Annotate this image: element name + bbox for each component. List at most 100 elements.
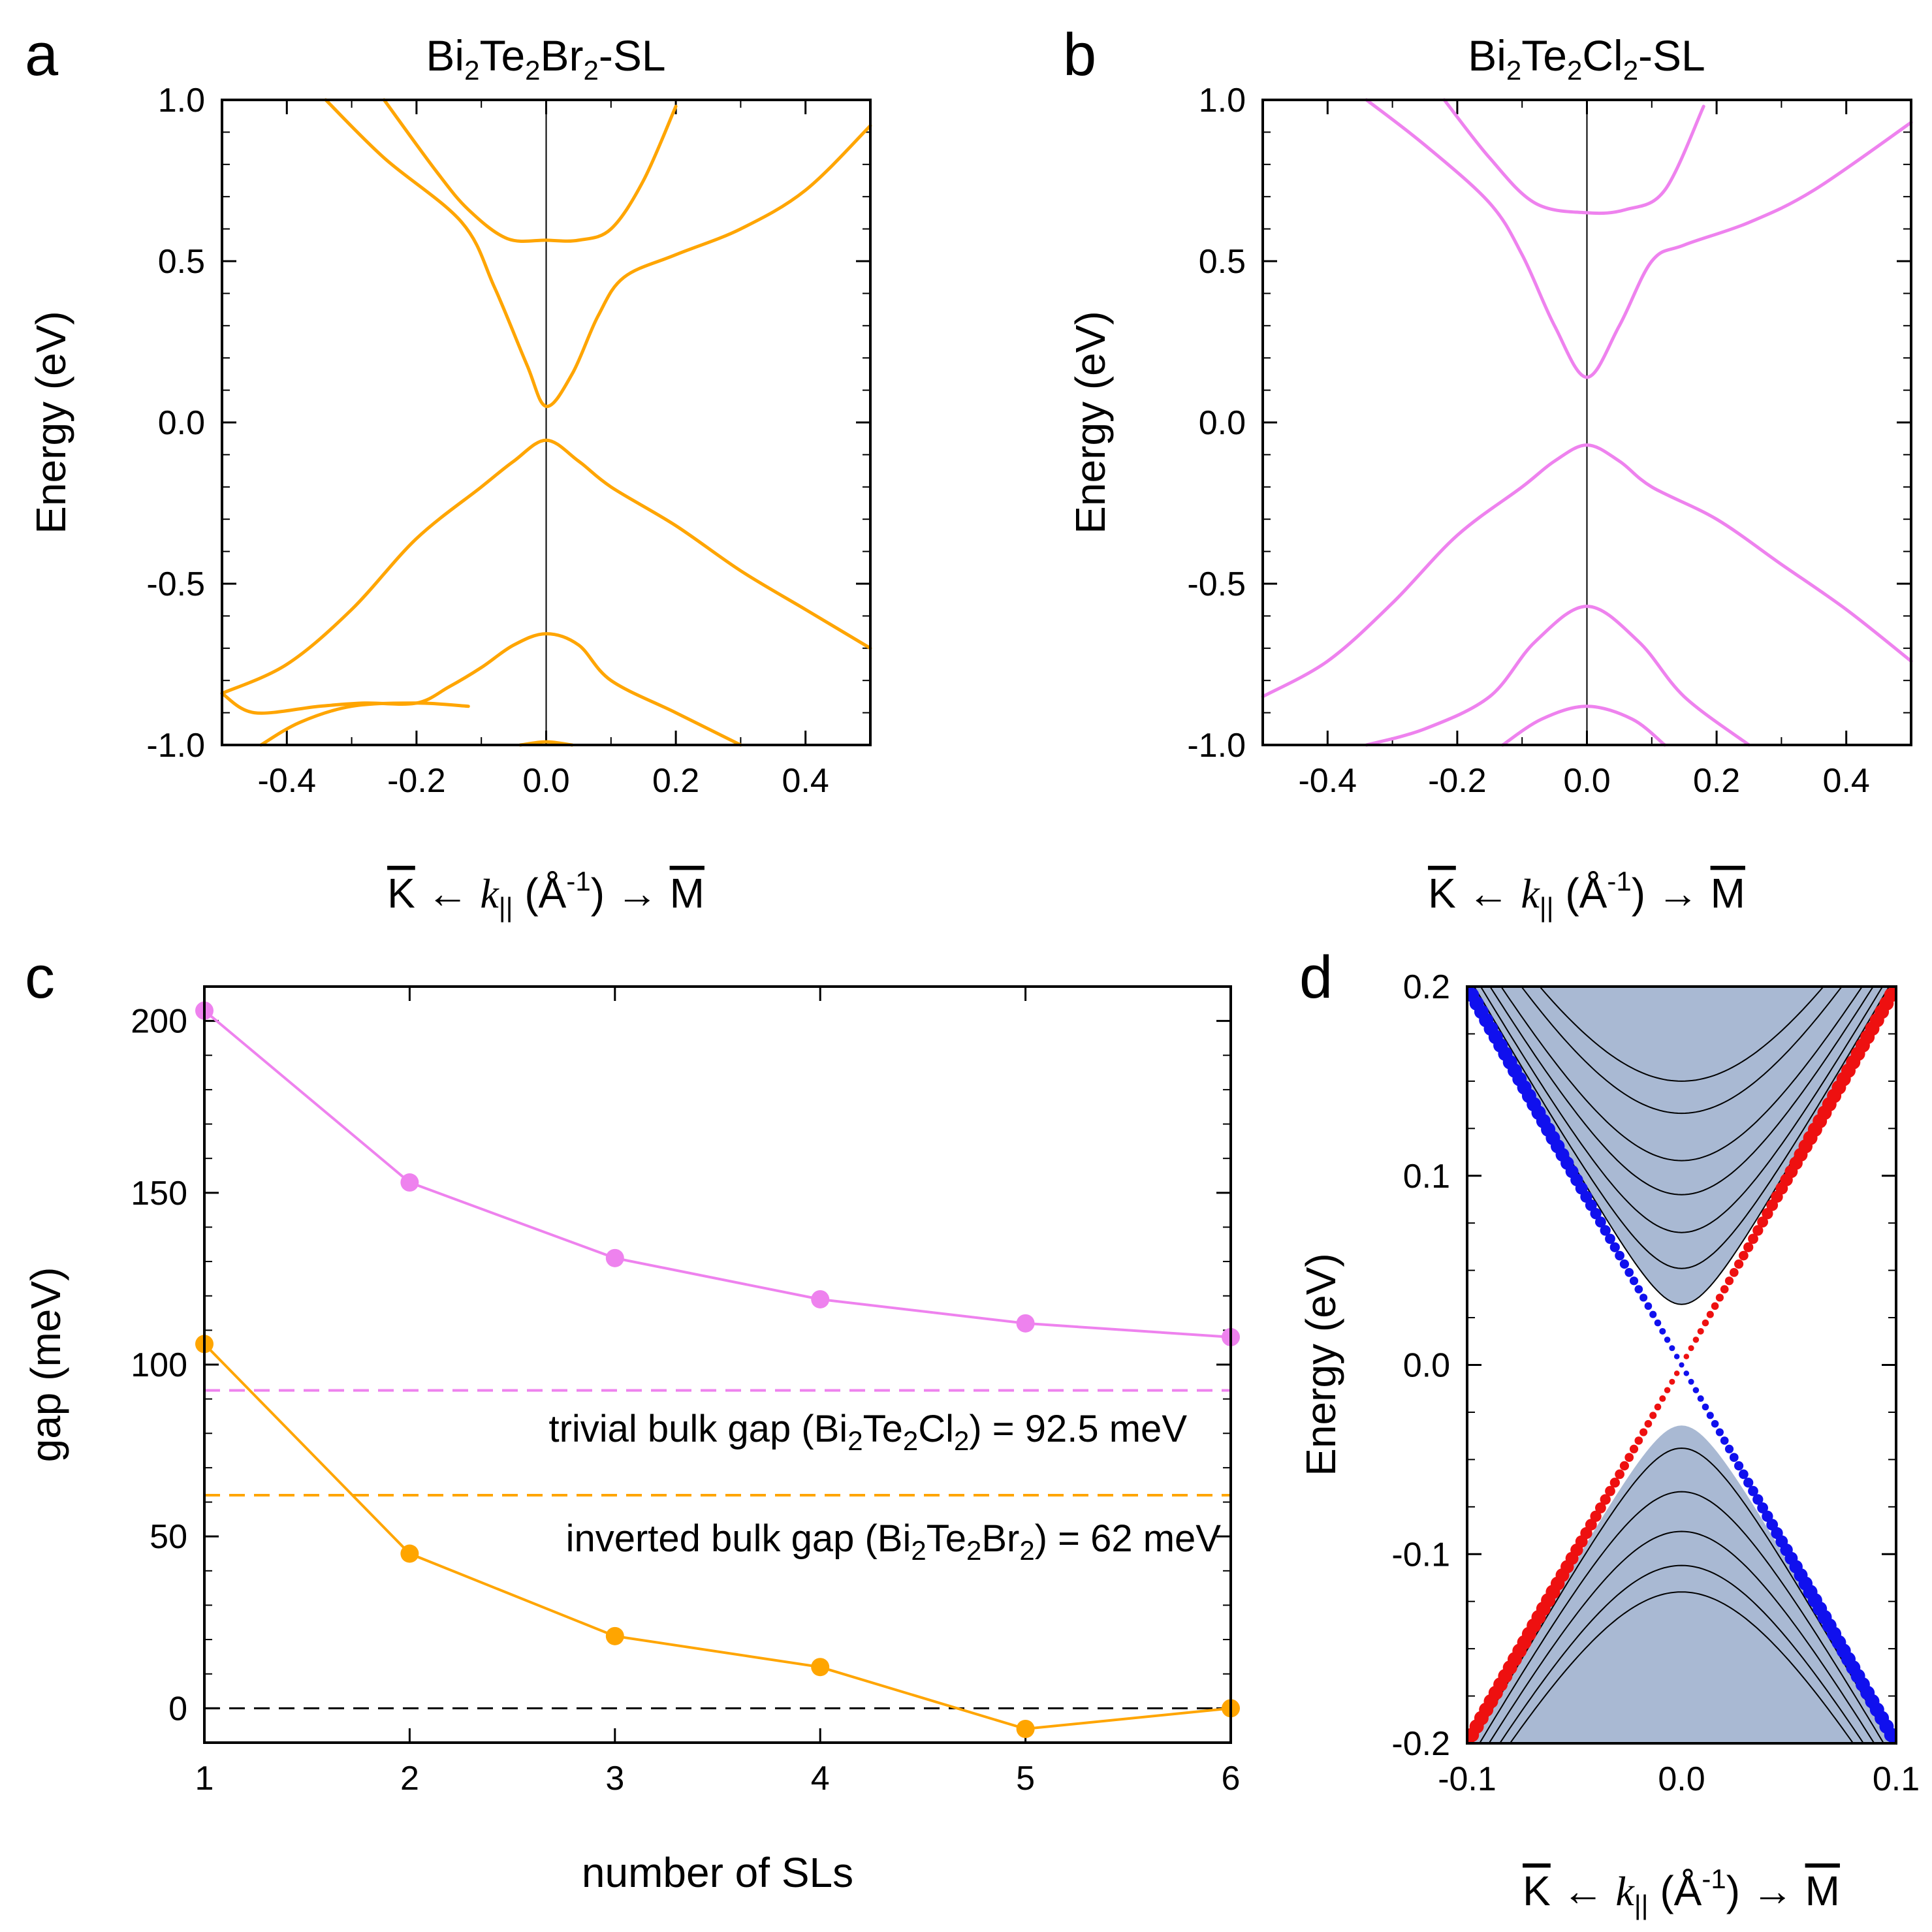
point-Bi2Te2Br2 bbox=[1016, 1719, 1035, 1738]
panel-c-xlabel: number of SLs bbox=[582, 1849, 853, 1896]
surface-state-red bbox=[1692, 1337, 1700, 1343]
surface-state-red bbox=[1585, 1519, 1597, 1531]
surface-state-red bbox=[1715, 1293, 1724, 1302]
surface-state-blue bbox=[1692, 1387, 1700, 1393]
panel-d-plot-area bbox=[1467, 987, 1896, 1743]
surface-state-red bbox=[1659, 1395, 1666, 1402]
surface-state-red bbox=[1739, 1250, 1749, 1261]
surface-state-blue bbox=[1688, 1378, 1694, 1385]
surface-state-blue bbox=[1679, 1362, 1685, 1368]
panel-d-xtick-label: -0.1 bbox=[1438, 1760, 1497, 1798]
panel-c-ytick-label: 150 bbox=[131, 1175, 187, 1212]
panel-a-title: Bi2Te2Br2-SL bbox=[426, 31, 665, 86]
surface-state-blue bbox=[1629, 1276, 1639, 1286]
panel-a-band-v2 bbox=[220, 632, 742, 747]
panel-b-band-v2 bbox=[1365, 605, 1751, 747]
panel-c-ytick-label: 0 bbox=[168, 1690, 187, 1728]
surface-state-red bbox=[1644, 1419, 1653, 1428]
panel-c-ticks: 1 2 3 4 5 6 0 50 100 150 200 bbox=[131, 986, 1240, 1797]
surface-state-blue bbox=[1649, 1310, 1657, 1318]
surface-state-red bbox=[1757, 1216, 1769, 1227]
panel-letter-a: a bbox=[25, 22, 59, 88]
surface-state-blue bbox=[1673, 1354, 1680, 1359]
surface-state-red bbox=[1609, 1478, 1620, 1488]
panel-b-band-v1 bbox=[1261, 443, 1913, 699]
surface-state-red bbox=[1734, 1259, 1744, 1269]
panel-b-xtick-label: -0.4 bbox=[1298, 762, 1357, 800]
surface-state-blue bbox=[1590, 1208, 1602, 1220]
surface-state-red bbox=[1720, 1285, 1729, 1293]
panel-b-chart: Bi2Te2Cl2-SL -0.4 -0.2 0.0 0.2 0.4 -1.0 -0.5 0.… bbox=[1067, 31, 1913, 923]
surface-state-red bbox=[1594, 1502, 1606, 1513]
surface-state-red bbox=[1706, 1310, 1714, 1318]
panel-a-band-c1 bbox=[324, 98, 872, 408]
panel-letter-c: c bbox=[25, 944, 55, 1011]
point-Bi2Te2Cl2 bbox=[605, 1248, 624, 1267]
panel-b-xtick-label: -0.2 bbox=[1428, 762, 1487, 800]
panel-c-ytick-label: 50 bbox=[150, 1518, 187, 1556]
surface-state-red bbox=[1702, 1319, 1709, 1327]
surface-state-blue bbox=[1715, 1428, 1724, 1436]
panel-d-ticks: -0.1 0.0 0.1-0.2-0.10.00.10.2 bbox=[1391, 968, 1920, 1798]
surface-state-red bbox=[1673, 1370, 1680, 1376]
conduction-subband bbox=[1473, 987, 1890, 1269]
surface-state-red bbox=[1629, 1444, 1639, 1453]
panel-a-ytick-label: -0.5 bbox=[146, 565, 205, 603]
surface-state-blue bbox=[1644, 1302, 1653, 1310]
surface-state-blue bbox=[1711, 1419, 1719, 1428]
panel-d-ytick-label: -0.1 bbox=[1391, 1536, 1450, 1574]
surface-state-red bbox=[1724, 1276, 1734, 1286]
surface-state-red bbox=[1889, 987, 1896, 994]
panel-c-frame bbox=[203, 985, 1232, 1744]
conduction-continuum bbox=[1470, 987, 1893, 1305]
panel-b-ytick-label: -1.0 bbox=[1187, 727, 1246, 765]
panel-b-xlabel: K ← k|| (Å-1) → M bbox=[1428, 866, 1745, 923]
panel-a-xtick-label: 0.0 bbox=[522, 762, 569, 800]
surface-state-red bbox=[1664, 1387, 1671, 1393]
surface-state-red bbox=[1590, 1510, 1602, 1522]
surface-state-blue bbox=[1748, 1485, 1758, 1497]
surface-state-blue bbox=[1594, 1216, 1606, 1227]
surface-state-blue bbox=[1720, 1436, 1729, 1445]
surface-state-blue bbox=[1743, 1478, 1754, 1488]
panel-b-curves bbox=[1261, 98, 1913, 747]
surface-state-red bbox=[1605, 1485, 1615, 1497]
point-Bi2Te2Cl2 bbox=[1016, 1314, 1035, 1333]
panel-a-ytick-label: 1.0 bbox=[158, 82, 205, 119]
surface-state-blue bbox=[1702, 1403, 1709, 1411]
surface-state-blue bbox=[1659, 1327, 1666, 1335]
surface-state-red bbox=[1711, 1302, 1719, 1310]
panel-b-xtick-label: 0.2 bbox=[1693, 762, 1740, 800]
panel-c-xtick-label: 1 bbox=[195, 1760, 214, 1797]
panel-b-ytick-label: 0.0 bbox=[1199, 404, 1246, 442]
panel-a-xtick-label: -0.2 bbox=[387, 762, 446, 800]
panel-d-ytick-label: 0.2 bbox=[1403, 968, 1450, 1006]
conduction-subband bbox=[1538, 987, 1825, 1082]
panel-d-xtick-label: 0.0 bbox=[1658, 1760, 1705, 1798]
panel-c-ylabel: gap (meV) bbox=[22, 1267, 69, 1463]
conduction-subband bbox=[1480, 987, 1884, 1233]
surface-state-blue bbox=[1605, 1233, 1615, 1244]
surface-state-red bbox=[1615, 1469, 1624, 1480]
surface-state-blue bbox=[1889, 1736, 1896, 1743]
panel-letter-b: b bbox=[1063, 22, 1096, 88]
surface-state-blue bbox=[1619, 1259, 1630, 1269]
panel-a-ytick-label: -1.0 bbox=[146, 727, 205, 765]
surface-state-red bbox=[1762, 1208, 1773, 1220]
surface-state-blue bbox=[1664, 1337, 1671, 1343]
panel-a-xlabel: K ← k|| (Å-1) → M bbox=[387, 866, 705, 923]
surface-state-blue bbox=[1724, 1444, 1734, 1453]
surface-state-red bbox=[1639, 1428, 1648, 1436]
panel-b-xtick-label: 0.4 bbox=[1823, 762, 1870, 800]
panel-c-xtick-label: 2 bbox=[400, 1760, 419, 1797]
panel-d-ytick-label: -0.2 bbox=[1391, 1725, 1450, 1763]
panel-d-frame bbox=[1466, 985, 1897, 1745]
surface-state-red bbox=[1624, 1453, 1634, 1463]
point-Bi2Te2Br2 bbox=[400, 1544, 419, 1563]
surface-state-blue bbox=[1757, 1502, 1769, 1513]
surface-state-red bbox=[1654, 1403, 1662, 1411]
panel-a-xtick-label: 0.2 bbox=[652, 762, 699, 800]
panel-b-band-c2 bbox=[1442, 98, 1705, 215]
panel-b-xtick-label: 0.0 bbox=[1563, 762, 1610, 800]
